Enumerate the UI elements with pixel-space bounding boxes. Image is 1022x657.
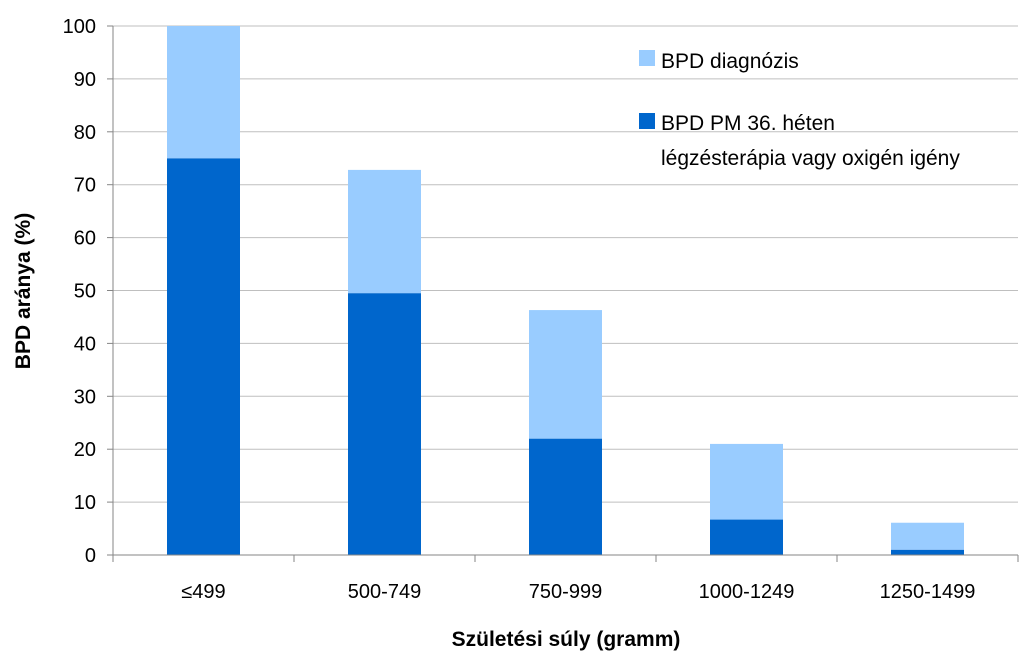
axes bbox=[107, 25, 1019, 562]
bar-segment bbox=[529, 438, 602, 555]
gridlines bbox=[113, 25, 1018, 503]
bar-segment bbox=[167, 26, 240, 159]
y-axis-title: BPD aránya (%) bbox=[12, 213, 35, 369]
y-tick-label: 0 bbox=[85, 545, 96, 567]
x-tick-label: 1250-1499 bbox=[880, 581, 976, 603]
bar-segment bbox=[710, 519, 783, 555]
y-tick-label: 20 bbox=[74, 439, 96, 461]
bar-segment bbox=[167, 158, 240, 555]
x-tick-label: 750-999 bbox=[529, 581, 602, 603]
y-tick-labels: 0 10 20 30 40 50 60 70 80 90 100 bbox=[63, 16, 96, 567]
y-tick-label: 30 bbox=[74, 386, 96, 408]
bar-segment bbox=[891, 522, 964, 550]
y-tick-label: 70 bbox=[74, 175, 96, 197]
y-tick-label: 60 bbox=[74, 228, 96, 250]
bar-segment bbox=[529, 310, 602, 439]
legend-label: BPD diagnózis bbox=[661, 50, 799, 73]
y-tick-label: 100 bbox=[63, 16, 96, 38]
y-tick-label: 80 bbox=[74, 122, 96, 144]
x-axis-title: Születési súly (gramm) bbox=[452, 628, 681, 651]
legend-label: BPD PM 36. héten bbox=[661, 112, 835, 135]
bar-segment bbox=[710, 443, 783, 520]
legend: BPD diagnózis BPD PM 36. héten légzésteráp… bbox=[639, 50, 960, 170]
bar-segment bbox=[348, 169, 421, 294]
legend-label: légzésterápia vagy oxigén igény bbox=[661, 147, 960, 170]
legend-swatch bbox=[639, 50, 655, 66]
x-tick-labels: ≤499 500-749 750-999 1000-1249 1250-1499 bbox=[181, 581, 975, 603]
x-tick-label: 500-749 bbox=[348, 581, 421, 603]
legend-swatch bbox=[639, 113, 655, 129]
x-tick-label: 1000-1249 bbox=[699, 581, 795, 603]
y-tick-label: 10 bbox=[74, 492, 96, 514]
y-tick-label: 40 bbox=[74, 333, 96, 355]
x-tick-label: ≤499 bbox=[181, 581, 225, 603]
bar-segment bbox=[348, 293, 421, 555]
y-tick-label: 50 bbox=[74, 281, 96, 303]
bars bbox=[167, 26, 964, 555]
bar-segment bbox=[891, 549, 964, 555]
y-tick-label: 90 bbox=[74, 69, 96, 91]
